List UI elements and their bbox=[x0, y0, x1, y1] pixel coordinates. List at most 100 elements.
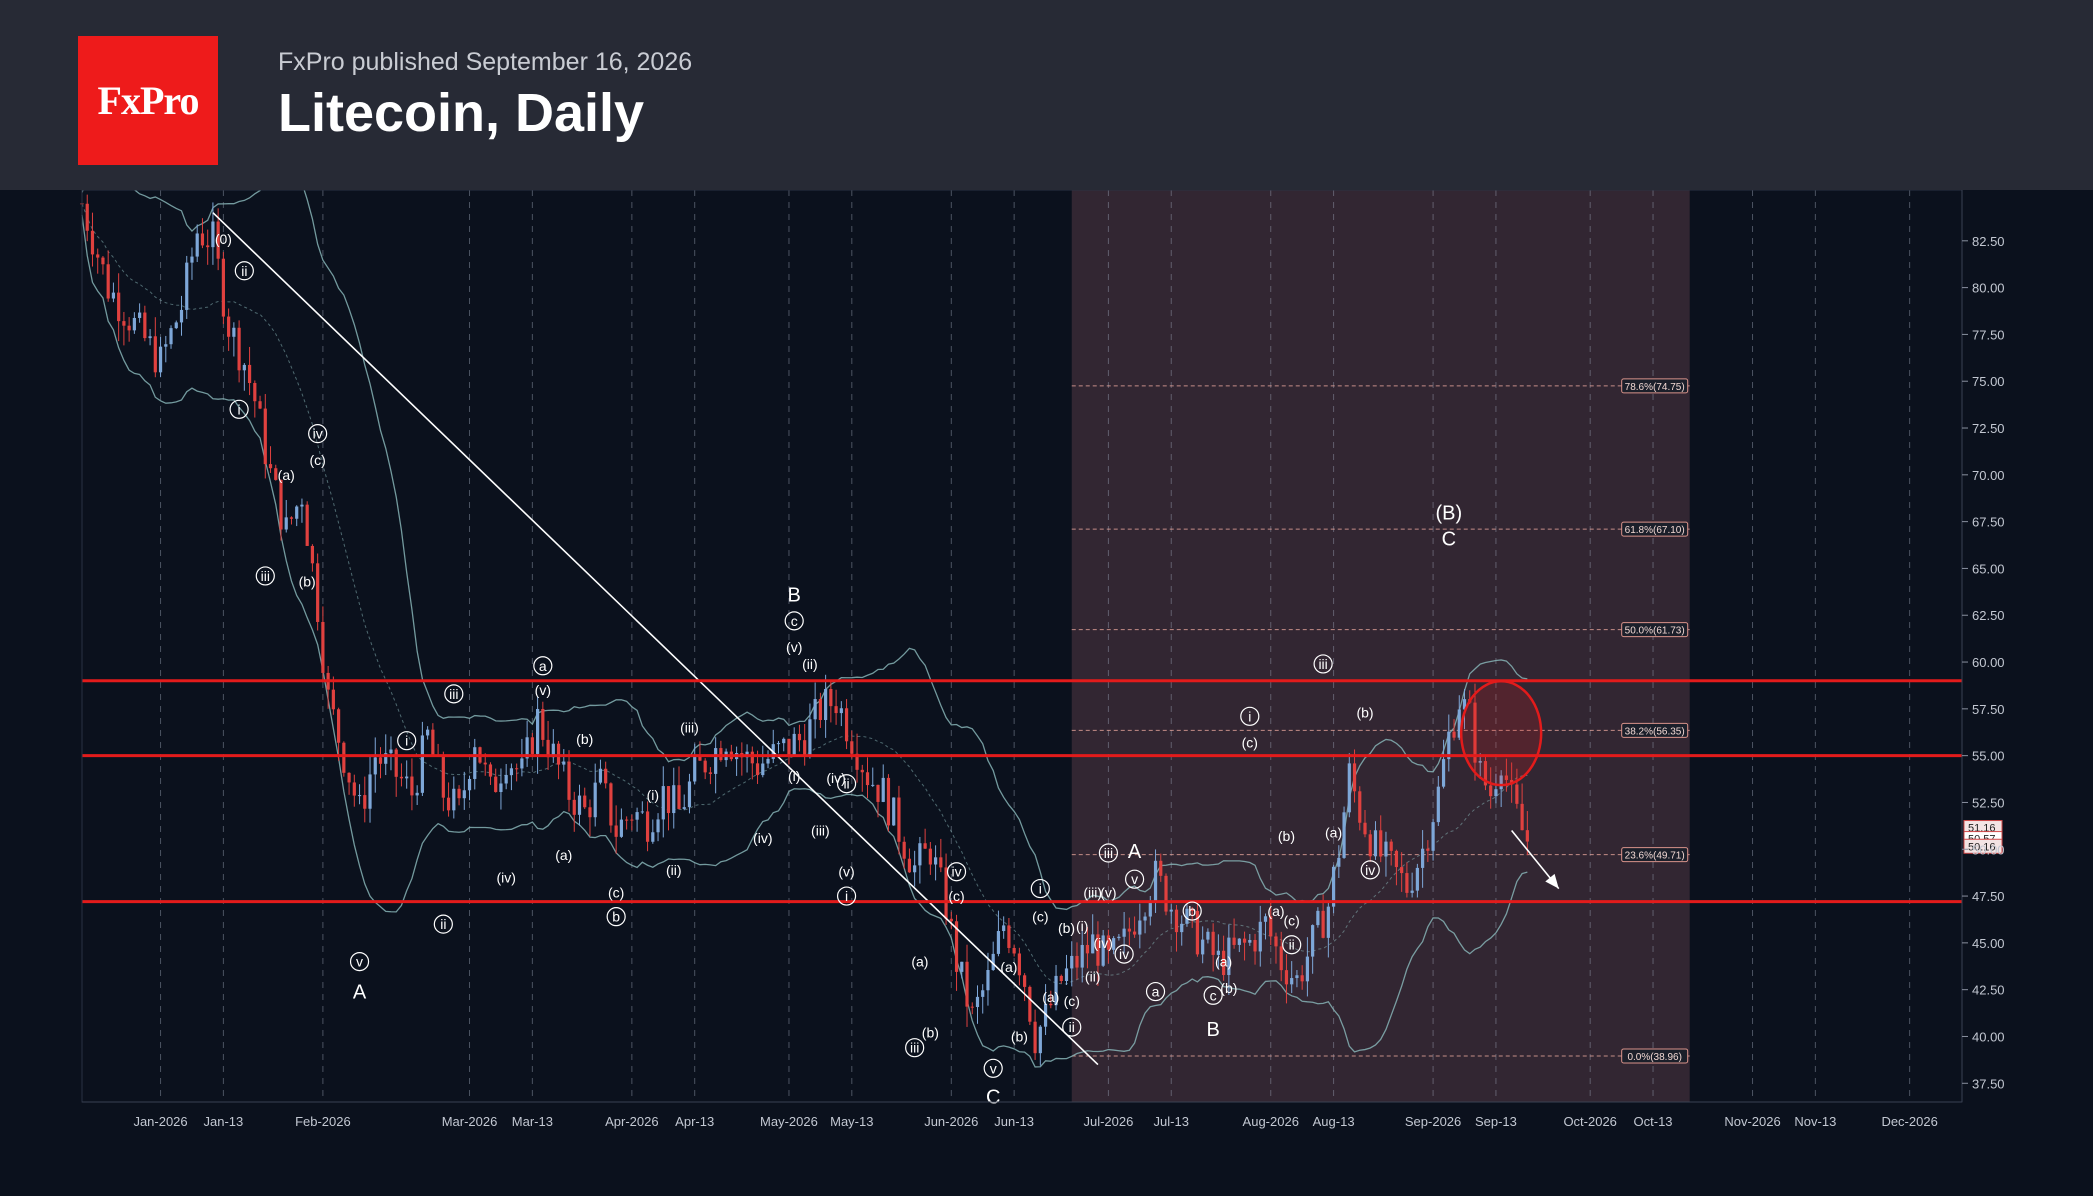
wave-label: (ii) bbox=[1085, 969, 1101, 985]
candle-body bbox=[1400, 867, 1404, 874]
wave-label-circle bbox=[1240, 706, 1260, 726]
fibonacci-zone bbox=[1071, 190, 1690, 1102]
x-tick-label: Mar-13 bbox=[512, 1114, 553, 1129]
candle-body bbox=[1132, 931, 1137, 935]
candle-body bbox=[682, 807, 686, 809]
x-tick-label: Jun-2026 bbox=[924, 1114, 978, 1129]
candle-body bbox=[1195, 910, 1200, 955]
candle-body bbox=[179, 309, 184, 323]
wave-label: (b) bbox=[1278, 828, 1295, 844]
candle-body bbox=[342, 742, 346, 773]
wave-label: (b) bbox=[1220, 980, 1237, 996]
candle-body bbox=[1300, 975, 1304, 982]
candle-body bbox=[1153, 860, 1158, 903]
wave-label-circle bbox=[1114, 944, 1134, 964]
candle-body bbox=[1394, 850, 1399, 868]
candle-body bbox=[1311, 925, 1315, 957]
x-tick-label: Dec-2026 bbox=[1881, 1114, 1937, 1129]
wave-label-circle bbox=[1203, 985, 1223, 1005]
candle-body bbox=[373, 757, 377, 775]
candle-body bbox=[483, 762, 487, 765]
candle-body bbox=[1143, 916, 1147, 921]
published-date: FxPro published September 16, 2026 bbox=[278, 48, 693, 76]
candle-body bbox=[1096, 934, 1100, 966]
wave-label-circle bbox=[255, 566, 275, 586]
candle-body bbox=[441, 755, 445, 798]
candle-body bbox=[939, 857, 943, 868]
candle-body bbox=[227, 316, 231, 337]
candle-body bbox=[1462, 699, 1467, 710]
candle-body bbox=[263, 408, 267, 465]
wave-label: (iii) bbox=[680, 720, 699, 736]
candle-body bbox=[1337, 857, 1341, 867]
candle-body bbox=[1258, 921, 1262, 952]
candle-body bbox=[551, 743, 555, 758]
candle-body bbox=[1384, 841, 1388, 857]
y-tick-label: 45.00 bbox=[1972, 936, 2005, 951]
candle-body bbox=[85, 203, 89, 231]
fib-level-label: 0.0%(38.96) bbox=[1627, 1052, 1681, 1063]
candle-body bbox=[604, 768, 608, 784]
candle-body bbox=[1127, 928, 1131, 932]
candle-body bbox=[331, 689, 335, 710]
wave-label-circle bbox=[905, 1038, 925, 1058]
wave-label: b bbox=[612, 909, 620, 925]
candle-body bbox=[415, 792, 419, 796]
candle-body bbox=[190, 256, 194, 263]
wave-label-circle bbox=[308, 424, 328, 444]
candle-body bbox=[787, 738, 791, 756]
wave-label: (iv) bbox=[753, 830, 772, 846]
wave-label: (a) bbox=[1325, 824, 1342, 840]
candle-body bbox=[535, 708, 540, 754]
wave-label: A bbox=[1128, 841, 1142, 863]
wave-label: iii bbox=[449, 686, 458, 702]
candle-body bbox=[567, 761, 571, 800]
candle-body bbox=[598, 768, 603, 783]
wave-label-circle bbox=[1182, 901, 1202, 921]
candle-body bbox=[651, 832, 655, 842]
y-tick-label: 52.50 bbox=[1972, 795, 2005, 810]
y-tick-label: 40.00 bbox=[1972, 1029, 2005, 1044]
candle-body bbox=[562, 761, 566, 765]
wave-label: ii bbox=[843, 776, 849, 792]
candle-body bbox=[211, 221, 215, 248]
candle-body bbox=[132, 317, 136, 331]
x-tick-label: Jan-2026 bbox=[133, 1114, 187, 1129]
candle-body bbox=[1227, 937, 1231, 976]
candle-body bbox=[1028, 986, 1032, 1022]
fib-level-label: 38.2%(56.35) bbox=[1625, 726, 1685, 737]
candle-body bbox=[886, 777, 891, 826]
wave-label-circle bbox=[836, 774, 857, 794]
wave-label: v bbox=[1131, 871, 1138, 887]
candle-body bbox=[1049, 1003, 1053, 1006]
candle-body bbox=[708, 772, 713, 774]
wave-label: v bbox=[990, 1060, 997, 1076]
candle-body bbox=[645, 811, 650, 842]
candle-body bbox=[169, 328, 173, 345]
candle-body bbox=[138, 312, 142, 318]
candle-body bbox=[619, 819, 623, 837]
wave-label: a bbox=[539, 658, 547, 674]
candle-body bbox=[614, 825, 618, 837]
x-axis: Jan-2026 Jan-13 Feb-2026 Mar-2026 Mar-13 Apr-… bbox=[133, 1114, 1937, 1129]
candle-body bbox=[1363, 822, 1367, 835]
candle-body bbox=[933, 857, 938, 865]
candle-body bbox=[881, 777, 885, 802]
wave-label: (i) bbox=[647, 787, 659, 803]
wave-label: (v) bbox=[535, 682, 551, 698]
candle-body bbox=[1138, 920, 1142, 935]
candle-body bbox=[865, 772, 870, 786]
y-tick-label: 75.00 bbox=[1972, 374, 2005, 389]
candle-body bbox=[101, 257, 105, 265]
candle-body bbox=[986, 970, 990, 991]
candle-body bbox=[1520, 803, 1524, 831]
wave-label: v bbox=[356, 954, 363, 970]
candle-body bbox=[316, 563, 320, 622]
fib-level-tag bbox=[1621, 847, 1689, 863]
candle-body bbox=[1331, 866, 1336, 907]
candle-body bbox=[410, 776, 414, 796]
fib-level-tag bbox=[1621, 622, 1689, 638]
candle-body bbox=[1368, 834, 1372, 857]
candle-body bbox=[284, 517, 288, 530]
candle-body bbox=[1436, 786, 1440, 823]
